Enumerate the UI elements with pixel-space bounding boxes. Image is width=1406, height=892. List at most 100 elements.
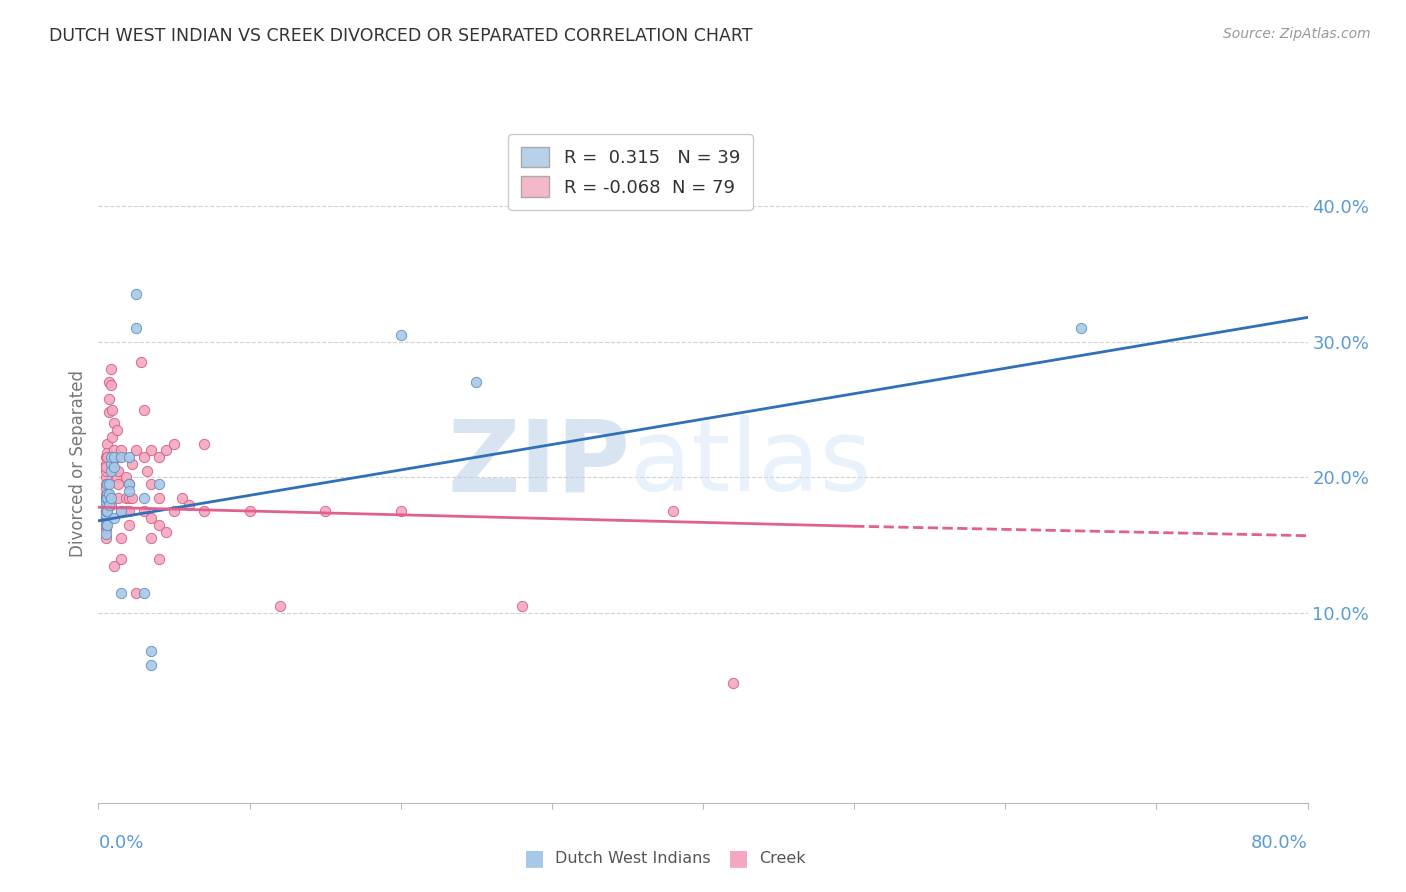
Point (141, 644, 163, 658)
Point (103, 459, 125, 474)
Point (118, 517, 141, 532)
Point (94, 508, 117, 523)
Point (141, 657, 163, 672)
Point (101, 402, 124, 417)
Point (193, 436, 215, 450)
Point (177, 498, 201, 512)
Point (94, 457, 117, 471)
Point (132, 504, 155, 518)
Point (163, 436, 186, 450)
Point (94, 464, 117, 478)
Point (94, 491, 117, 505)
Point (148, 517, 170, 532)
Point (148, 551, 170, 566)
Point (98, 376, 121, 390)
Point (465, 376, 488, 390)
Point (98, 392, 121, 406)
Point (1070, 321, 1092, 335)
Point (110, 443, 132, 458)
Point (98, 405, 121, 419)
Point (94, 459, 117, 474)
Point (148, 477, 170, 491)
Point (125, 321, 148, 335)
Point (118, 483, 141, 498)
Point (100, 378, 122, 392)
Point (118, 477, 141, 491)
Point (107, 464, 129, 478)
Point (94, 500, 117, 515)
Point (132, 585, 155, 599)
Point (118, 450, 141, 464)
Point (94, 527, 117, 541)
Point (110, 585, 132, 599)
Point (239, 504, 262, 518)
Point (193, 504, 215, 518)
Point (103, 443, 125, 458)
Point (103, 511, 125, 525)
Point (148, 491, 170, 505)
Point (125, 585, 148, 599)
Point (105, 450, 128, 464)
Point (103, 416, 125, 430)
Point (141, 511, 163, 525)
Point (94, 470, 117, 484)
Point (98, 477, 121, 491)
Point (100, 362, 122, 376)
Point (94, 517, 117, 532)
Point (121, 491, 143, 505)
Point (110, 450, 132, 464)
Point (121, 457, 143, 471)
Point (94, 511, 117, 525)
Point (132, 491, 155, 505)
Point (103, 450, 125, 464)
Text: ■: ■ (524, 848, 544, 868)
Point (107, 491, 129, 505)
Point (96, 477, 118, 491)
Point (94, 514, 117, 528)
Point (94, 500, 117, 515)
Point (110, 504, 132, 518)
Point (110, 504, 132, 518)
Point (100, 457, 122, 471)
Point (96, 517, 118, 532)
Point (96, 504, 118, 518)
Point (661, 504, 683, 518)
Point (98, 498, 121, 512)
Point (94, 511, 117, 525)
Point (114, 470, 136, 484)
Point (100, 464, 122, 478)
Point (389, 328, 412, 343)
Point (105, 470, 128, 484)
Point (107, 477, 129, 491)
Point (721, 676, 744, 690)
Point (105, 423, 128, 437)
Text: Dutch West Indians: Dutch West Indians (555, 851, 711, 865)
Point (94, 491, 117, 505)
Point (118, 491, 141, 505)
Point (114, 491, 136, 505)
Point (96, 491, 118, 505)
Point (100, 491, 122, 505)
Point (96, 436, 118, 450)
Point (510, 599, 533, 614)
Point (389, 504, 412, 518)
Point (132, 450, 155, 464)
Point (141, 477, 163, 491)
Point (155, 524, 177, 539)
Point (132, 402, 155, 417)
Point (94, 486, 117, 500)
Point (98, 486, 121, 500)
Point (141, 443, 163, 458)
Point (148, 450, 170, 464)
Point (94, 450, 117, 464)
Point (110, 532, 132, 546)
Text: ZIP: ZIP (447, 416, 630, 512)
Point (103, 558, 125, 573)
Point (100, 498, 122, 512)
Point (118, 477, 141, 491)
Point (100, 450, 122, 464)
Y-axis label: Divorced or Separated: Divorced or Separated (69, 370, 87, 558)
Text: Creek: Creek (759, 851, 806, 865)
Point (96, 450, 118, 464)
Point (114, 504, 136, 518)
